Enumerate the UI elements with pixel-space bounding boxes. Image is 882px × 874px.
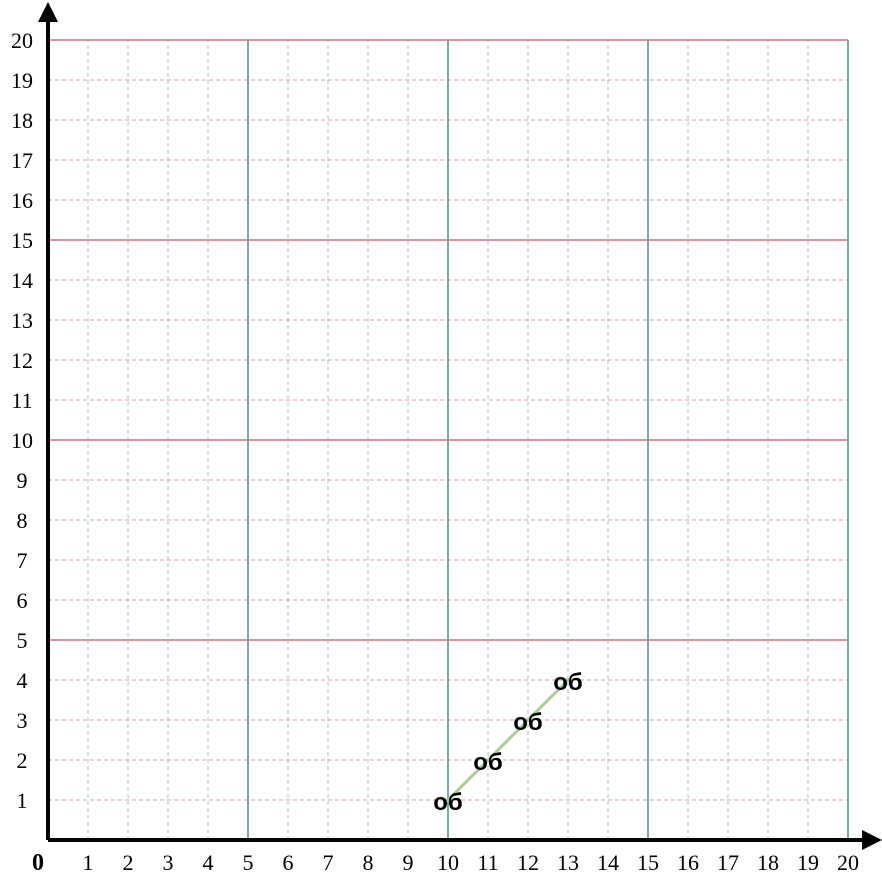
y-tick-label: 8 — [17, 508, 28, 533]
major-grid — [48, 39, 849, 840]
y-tick-label: 11 — [11, 388, 32, 413]
y-tick-label: 3 — [17, 708, 28, 733]
y-tick-label: 5 — [17, 628, 28, 653]
x-tick-label: 12 — [517, 850, 539, 874]
x-tick-label: 6 — [283, 850, 294, 874]
y-tick-label: 2 — [17, 748, 28, 773]
x-tick-label: 11 — [477, 850, 498, 874]
x-tick-label: 9 — [403, 850, 414, 874]
x-axis-arrow — [862, 830, 882, 850]
tick-labels: 1 2 3 4 5 6 7 8 9 10 11 12 13 14 15 16 17 18 19 20123456789… — [11, 28, 859, 874]
x-tick-label: 15 — [637, 850, 659, 874]
data-point-label: об — [513, 709, 542, 736]
x-tick-label: 18 — [757, 850, 779, 874]
data-point-label: об — [553, 669, 582, 696]
data-point-label: об — [473, 749, 502, 776]
x-tick-label: 4 — [203, 850, 214, 874]
x-tick-label: 1 — [83, 850, 94, 874]
axes — [38, 2, 882, 850]
x-tick-label: 17 — [717, 850, 739, 874]
y-tick-label: 14 — [11, 268, 33, 293]
data-series — [446, 678, 570, 802]
y-tick-label: 15 — [11, 228, 33, 253]
y-tick-label: 7 — [17, 548, 28, 573]
y-tick-label: 16 — [11, 188, 33, 213]
x-tick-label: 19 — [797, 850, 819, 874]
data-point — [566, 678, 570, 682]
y-tick-label: 13 — [11, 308, 33, 333]
origin-label: 0 — [32, 850, 44, 874]
x-tick-label: 8 — [363, 850, 374, 874]
data-point — [446, 798, 450, 802]
y-tick-label: 20 — [11, 28, 33, 53]
data-point-label: об — [433, 789, 462, 816]
data-point — [526, 718, 530, 722]
data-point — [486, 758, 490, 762]
x-tick-label: 10 — [437, 850, 459, 874]
x-tick-label: 5 — [243, 850, 254, 874]
y-tick-label: 9 — [17, 468, 28, 493]
y-tick-label: 18 — [11, 108, 33, 133]
y-tick-label: 6 — [17, 588, 28, 613]
y-tick-label: 10 — [11, 428, 33, 453]
x-tick-label: 13 — [557, 850, 579, 874]
x-tick-label: 2 — [123, 850, 134, 874]
y-tick-label: 4 — [17, 668, 28, 693]
x-tick-label: 16 — [677, 850, 699, 874]
x-tick-label: 20 — [837, 850, 859, 874]
y-tick-label: 19 — [11, 68, 33, 93]
y-axis-arrow — [38, 2, 58, 22]
x-tick-label: 3 — [163, 850, 174, 874]
x-tick-label: 14 — [597, 850, 619, 874]
x-tick-label: 7 — [323, 850, 334, 874]
series-line — [446, 678, 570, 802]
y-tick-label: 17 — [11, 148, 33, 173]
y-tick-label: 1 — [17, 788, 28, 813]
y-tick-label: 12 — [11, 348, 33, 373]
